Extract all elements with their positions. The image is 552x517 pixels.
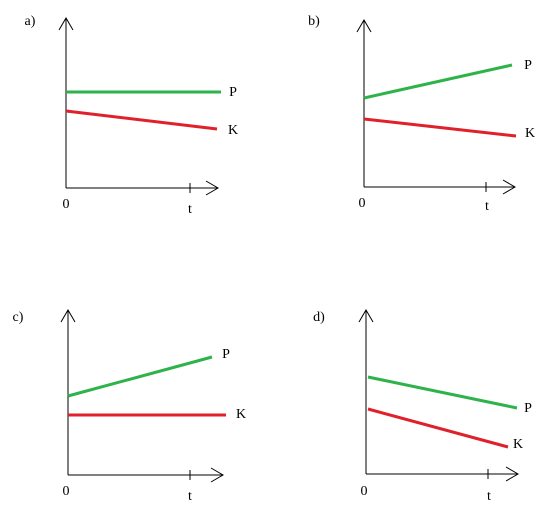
panel: b) 0 t P K [308,14,535,214]
time-label: t [487,489,491,504]
line-p [363,63,513,100]
axes [60,309,224,483]
axes [358,309,519,482]
line-label: P [222,347,230,362]
panel-label: d) [313,310,325,325]
origin-label: 0 [361,484,368,499]
origin-label: 0 [63,197,70,212]
line-label: P [524,401,532,416]
panel: a) 0 t P K [25,14,239,217]
panel: d) 0 t P K [313,309,532,504]
panel-label: a) [25,14,36,29]
line-label: P [524,58,532,73]
time-label: t [188,489,192,504]
line-k [367,407,509,449]
time-label: t [485,199,489,214]
line-k [65,109,218,131]
line-label: K [236,407,246,422]
panel-label: b) [308,14,320,29]
time-label: t [188,202,192,217]
line-label: P [229,85,237,100]
axes [356,19,516,195]
line-p [367,375,518,410]
line-p [67,355,213,398]
origin-label: 0 [63,484,70,499]
line-label: K [513,437,523,452]
line-label: K [228,123,238,138]
panel-label: c) [13,310,24,325]
origin-label: 0 [359,196,366,211]
line-k [363,117,517,138]
line-label: K [525,126,535,141]
panel: c) 0 t P K [13,309,246,504]
axes [58,17,219,196]
